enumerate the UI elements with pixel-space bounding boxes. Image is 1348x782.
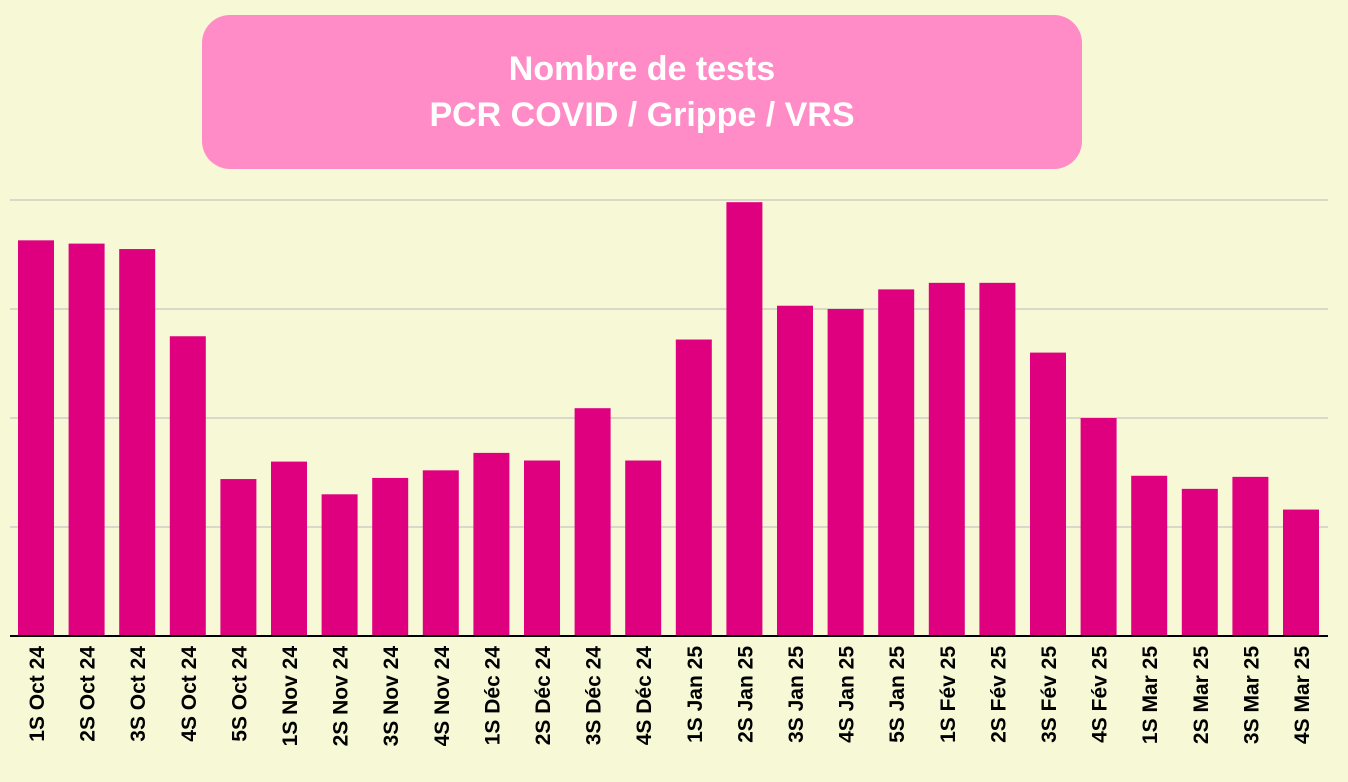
- x-tick-label: 5S Jan 25: [886, 646, 909, 743]
- x-tick-label: 1S Mar 25: [1139, 646, 1162, 744]
- bar: [777, 305, 813, 636]
- x-tick-label: 2S Déc 24: [532, 646, 555, 746]
- x-tick-label: 3S Déc 24: [583, 646, 606, 746]
- bar: [68, 243, 105, 636]
- x-tick-label: 3S Fév 25: [1038, 646, 1061, 743]
- bar: [574, 408, 611, 636]
- bar: [1131, 475, 1168, 636]
- x-tick-label: 1S Nov 24: [279, 646, 302, 747]
- x-tick-label: 1S Jan 25: [684, 646, 707, 743]
- x-tick-label: 3S Jan 25: [785, 646, 808, 743]
- x-tick-label: 3S Nov 24: [380, 646, 403, 747]
- bar: [372, 477, 409, 636]
- x-tick-label: 3S Oct 24: [127, 646, 150, 742]
- bar: [321, 494, 358, 636]
- x-tick-label: 3S Mar 25: [1240, 646, 1263, 744]
- x-tick-label: 2S Fév 25: [987, 646, 1010, 743]
- bar: [1030, 352, 1066, 636]
- x-tick-label: 4S Déc 24: [633, 646, 656, 746]
- x-tick-label: 5S Oct 24: [228, 646, 251, 742]
- x-tick-label: 2S Jan 25: [734, 646, 757, 743]
- bar: [1181, 488, 1218, 636]
- bar: [119, 249, 156, 637]
- x-tick-label: 1S Fév 25: [937, 646, 960, 743]
- x-tick-label: 4S Mar 25: [1291, 646, 1314, 744]
- chart-title-box: Nombre de tests PCR COVID / Grippe / VRS: [202, 15, 1082, 169]
- bar: [928, 282, 965, 636]
- x-tick-label: 4S Fév 25: [1089, 646, 1112, 743]
- bar: [625, 460, 662, 636]
- bar: [1283, 509, 1319, 636]
- bar: [1232, 476, 1269, 636]
- bar: [271, 461, 307, 636]
- x-tick-label: 1S Oct 24: [26, 646, 49, 742]
- bar: [1080, 418, 1117, 636]
- bar: [18, 240, 54, 636]
- x-tick-label: 2S Oct 24: [77, 646, 100, 742]
- bar: [524, 460, 560, 636]
- bar: [827, 309, 864, 636]
- bar: [473, 452, 510, 636]
- chart-subtitle: PCR COVID / Grippe / VRS: [429, 96, 855, 134]
- x-tick-label: 4S Nov 24: [431, 646, 454, 747]
- x-tick-label: 1S Déc 24: [481, 646, 504, 746]
- bar: [979, 282, 1016, 636]
- bar: [675, 339, 712, 636]
- x-tick-label: 2S Nov 24: [330, 646, 353, 747]
- chart-title: Nombre de tests: [508, 50, 776, 88]
- x-tick-label: 4S Jan 25: [836, 646, 859, 743]
- bar: [422, 470, 459, 636]
- bar: [878, 289, 915, 636]
- x-tick-label: 4S Oct 24: [178, 646, 201, 742]
- bar: [169, 336, 206, 636]
- x-tick-label: 2S Mar 25: [1190, 646, 1213, 744]
- bar: [726, 202, 763, 636]
- bar: [220, 479, 257, 636]
